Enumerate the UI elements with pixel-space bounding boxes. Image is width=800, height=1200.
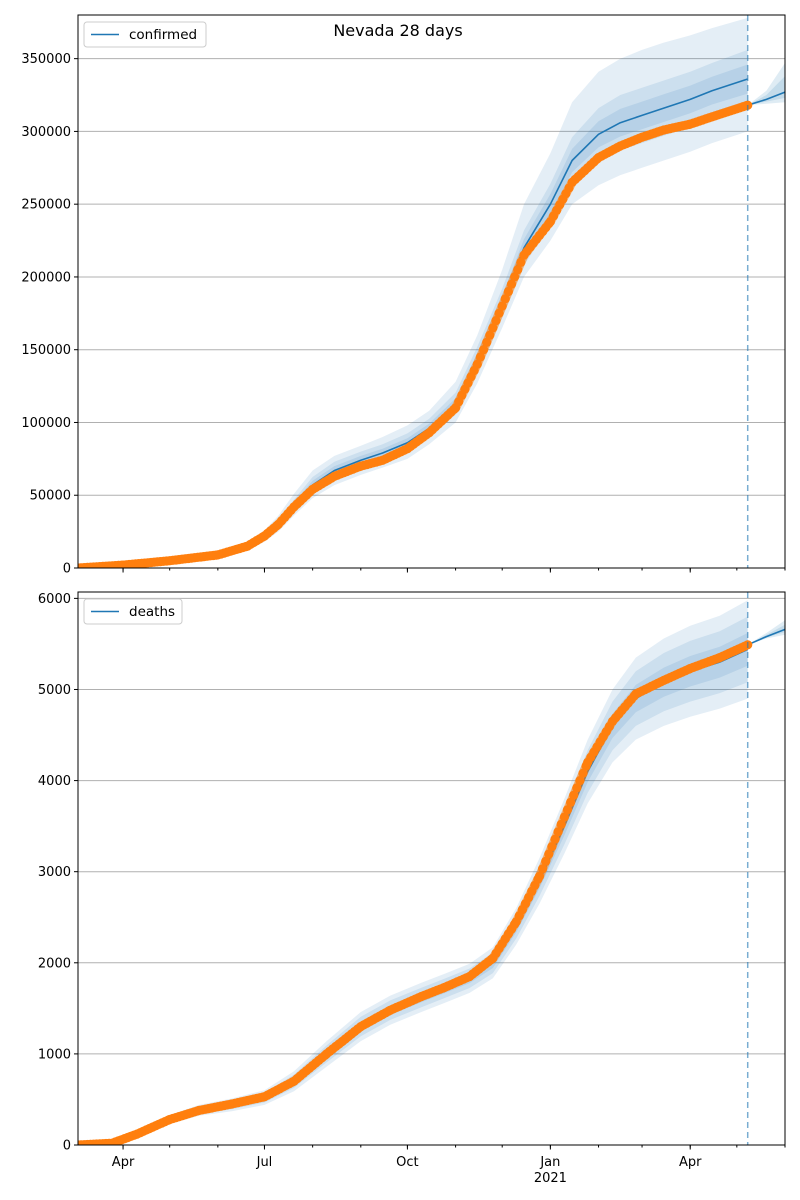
y-tick-label: 300000: [21, 125, 71, 140]
observed-point: [562, 805, 573, 815]
observed-point: [569, 790, 579, 800]
y-tick-label: 5000: [38, 683, 71, 698]
y-tick-label: 50000: [30, 489, 71, 504]
confidence-band-forecast-outer: [747, 63, 785, 106]
legend-box: [83, 21, 207, 48]
forecast-line: [747, 91, 785, 106]
observed-point: [494, 308, 504, 318]
x-tick-label: Apr: [679, 1155, 702, 1170]
observed-point: [472, 359, 482, 369]
y-tick-label: 4000: [38, 774, 71, 789]
deaths-chart-panel: 0 1000 2000 3000 4000 5000 6000 Apr Jul Oct Jan202…: [38, 591, 786, 1186]
observed-point: [475, 352, 485, 362]
y-tick-label: 3000: [38, 865, 71, 880]
confidence-band-inner: [78, 64, 748, 568]
observed-point: [482, 337, 492, 347]
observed-point: [553, 827, 563, 837]
observed-point: [566, 797, 576, 808]
observed-point: [479, 345, 489, 355]
observed-point: [491, 316, 501, 326]
observed-point: [506, 279, 517, 289]
observed-point: [497, 301, 507, 311]
observed-point: [556, 819, 566, 830]
x-tick-label: Apr: [112, 1155, 135, 1170]
y-tick-label: 0: [63, 1139, 71, 1154]
y-tick-label: 250000: [21, 198, 71, 213]
y-tick-label: 1000: [38, 1047, 71, 1062]
observed-point: [513, 265, 523, 275]
y-tick-label: 2000: [38, 956, 71, 971]
observed-point: [534, 871, 545, 881]
forecast-line: [747, 628, 785, 646]
x-tick-label: Jan: [539, 1155, 560, 1170]
confidence-band-outer: [78, 17, 748, 568]
observed-point: [572, 783, 582, 793]
plot-area: [78, 600, 785, 1145]
observed-point: [503, 286, 513, 297]
observed-point: [575, 776, 585, 786]
observed-point: [578, 768, 588, 778]
plot-area: [78, 17, 785, 568]
legend-label: confirmed: [129, 27, 197, 43]
x-tick-label: Jul: [256, 1155, 273, 1170]
y-tick-label: 0: [63, 562, 71, 577]
observed-point: [485, 330, 495, 340]
observed-point: [559, 812, 570, 822]
legend: confirmed: [83, 21, 207, 48]
observed-point: [488, 323, 498, 333]
y-tick-label: 200000: [21, 270, 71, 285]
legend-label: deaths: [129, 604, 175, 620]
observed-point: [538, 864, 548, 874]
observed-point: [509, 272, 520, 282]
observed-point: [500, 294, 510, 304]
figure-title: Nevada 28 days: [333, 21, 462, 40]
observed-point: [516, 257, 526, 267]
y-tick-label: 350000: [21, 52, 71, 67]
y-tick-label: 6000: [38, 592, 71, 607]
y-tick-label: 150000: [21, 343, 71, 358]
observed-point: [541, 856, 551, 867]
observed-point: [550, 834, 560, 844]
legend: deaths: [83, 598, 183, 625]
axes-frame: [77, 14, 786, 569]
x-tick-sublabel: 2021: [534, 1171, 567, 1186]
legend-box: [83, 598, 183, 625]
confirmed-chart-panel: 0 50000 100000 150000 200000 250000 300000 3500…: [21, 14, 786, 577]
axes-frame: [77, 591, 786, 1146]
x-tick-label: Oct: [396, 1155, 418, 1170]
y-tick-label: 100000: [21, 416, 71, 431]
confidence-band-forecast-inner: [747, 76, 785, 106]
observed-point: [547, 842, 557, 852]
confidence-band-inner: [78, 633, 748, 1145]
observed-point: [544, 849, 554, 859]
confidence-band-outer: [78, 600, 748, 1145]
